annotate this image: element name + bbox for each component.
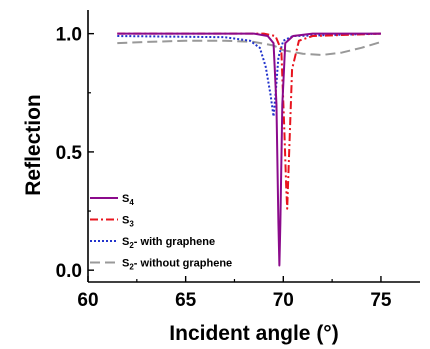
x-tick-label: 75 — [370, 290, 392, 311]
legend-label: S3 — [122, 215, 134, 229]
series-line-s4 — [117, 32, 381, 267]
series-line-s2-with-graphene — [117, 32, 381, 118]
y-axis-title: Reflection — [22, 94, 45, 196]
x-tick-label: 65 — [175, 290, 197, 311]
legend: S4 S3 S2- with graphene S2- without graphen… — [90, 193, 232, 272]
x-tick-label: 70 — [273, 290, 294, 311]
plot-frame — [87, 10, 420, 283]
x-tick-label: 60 — [77, 290, 98, 311]
y-tick-label: 1.0 — [56, 25, 82, 46]
y-tick-label: 0.0 — [56, 261, 82, 282]
y-tick-label: 0.5 — [56, 143, 83, 164]
series-layer — [117, 32, 382, 267]
legend-label: S4 — [122, 193, 134, 207]
legend-label: S2- without graphene — [122, 258, 232, 272]
legend-label: S2- with graphene — [122, 236, 215, 250]
series-line-s2-without-graphene — [117, 39, 382, 56]
series-line-s3 — [117, 32, 381, 210]
x-axis-title: Incident angle (°) — [169, 322, 338, 345]
ticks-layer: 60 65 70 75 0.0 0.5 1.0 — [56, 25, 392, 311]
